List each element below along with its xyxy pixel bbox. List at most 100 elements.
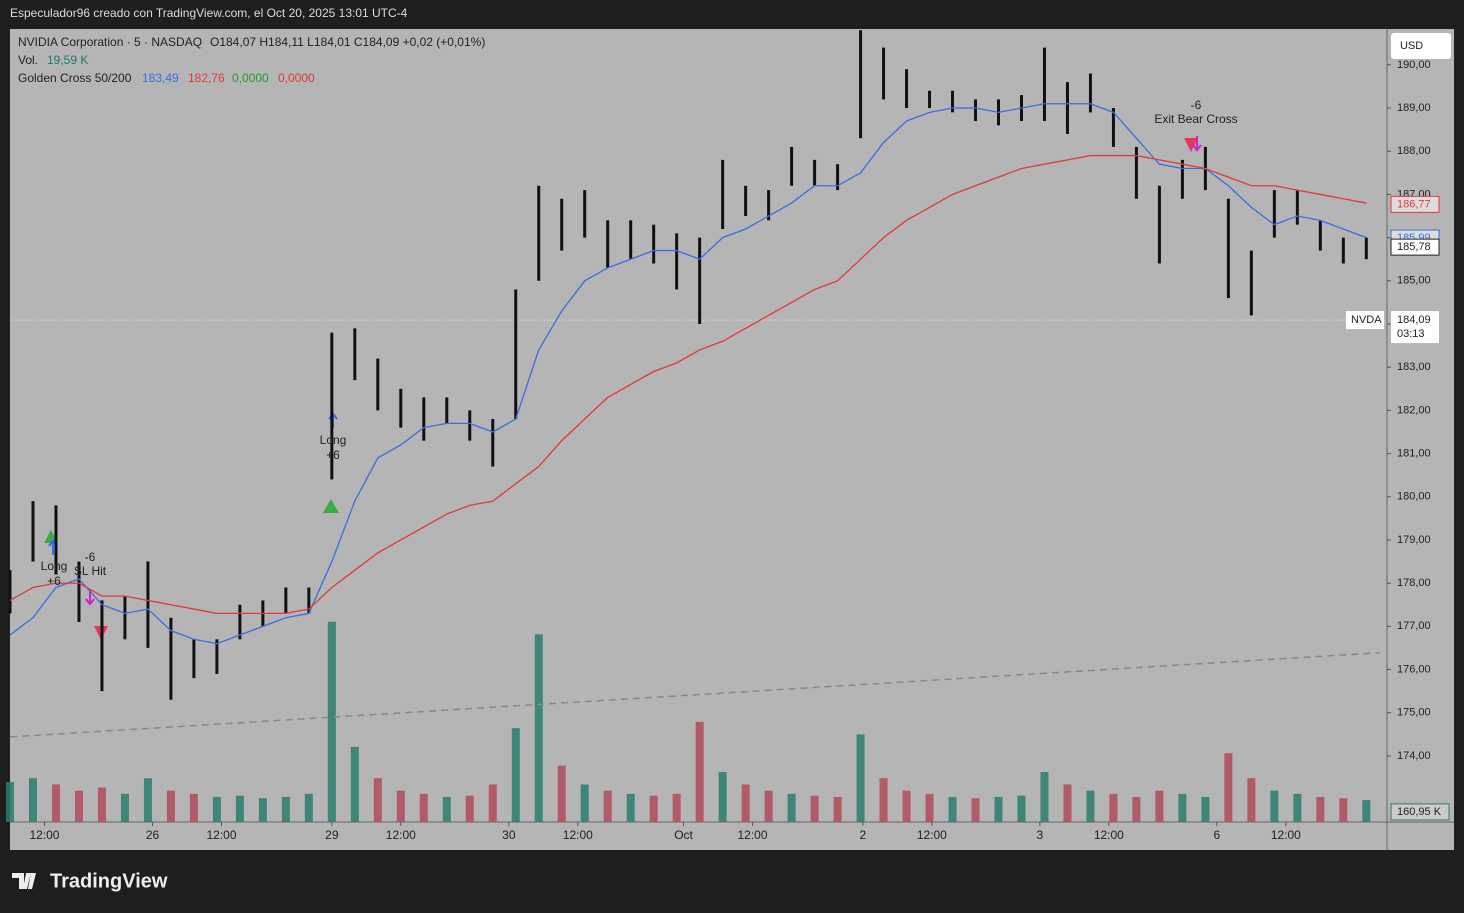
- indicator: Golden Cross 50/200: [18, 71, 132, 85]
- y-tick-label: 177,00: [1397, 620, 1431, 632]
- symbol: NVIDIA Corporation · 5 · NASDAQ: [18, 35, 202, 49]
- volume-bar: [396, 790, 405, 822]
- x-tick-label: 6: [1214, 828, 1221, 842]
- volume-bar: [373, 778, 382, 822]
- volume-bar: [511, 728, 520, 822]
- volume-bar: [419, 793, 428, 822]
- x-tick-label: 26: [146, 828, 160, 842]
- volume-bar: [143, 778, 152, 822]
- volume-bar: [626, 793, 635, 822]
- long-marker: [323, 499, 339, 513]
- countdown: 03:13: [1397, 328, 1425, 340]
- volume-bar: [281, 796, 290, 822]
- currency-button[interactable]: [1391, 33, 1451, 59]
- volume-bar: [948, 796, 957, 822]
- annotation: +6: [47, 574, 61, 588]
- short-marker: [1184, 138, 1198, 152]
- volume-bar: [1086, 790, 1095, 822]
- volume-bar: [1247, 778, 1256, 822]
- moving-average: [9, 103, 1367, 645]
- volume-bar: [810, 795, 819, 822]
- volume-bar: [1155, 790, 1164, 822]
- volume-bar: [465, 795, 474, 822]
- chart-area: [10, 29, 1454, 850]
- y-tick-label: 183,00: [1397, 361, 1431, 373]
- y-tick-label: 175,00: [1397, 707, 1431, 719]
- volume-bar: [603, 790, 612, 822]
- volume-bar: [51, 784, 60, 822]
- volume-bar: [1201, 796, 1210, 822]
- volume-bar: [97, 787, 106, 822]
- volume-bar: [488, 784, 497, 822]
- volume-bar: [764, 790, 773, 822]
- volume-bar: [672, 793, 681, 822]
- x-tick-label: 12:00: [917, 828, 947, 842]
- x-tick-label: 12:00: [206, 828, 236, 842]
- volume-bar: [235, 795, 244, 822]
- volume-bar: [189, 793, 198, 822]
- symbol-box: [1346, 311, 1384, 330]
- x-tick-label: 12:00: [29, 828, 59, 842]
- volume-bar: [580, 784, 589, 822]
- logo: TradingView: [50, 870, 168, 892]
- symbol-tag: NVDA: [1351, 314, 1382, 326]
- exit-arrow: [85, 590, 95, 606]
- y-tick-label: 189,00: [1397, 102, 1431, 114]
- logo-icon: [12, 873, 36, 889]
- volume-bar: [166, 790, 175, 822]
- volume-bar: [1040, 771, 1049, 822]
- annotation: +6: [326, 448, 340, 462]
- volume-bar: [833, 796, 842, 822]
- x-tick-label: 12:00: [563, 828, 593, 842]
- volume-bar: [695, 721, 704, 822]
- volume-bar: [258, 798, 267, 822]
- price-label-box: [1390, 238, 1440, 256]
- volume-bar: [994, 796, 1003, 822]
- annotation: SL Hit: [74, 564, 107, 578]
- ind-value: 182,76: [188, 71, 225, 85]
- volume-bar: [1339, 798, 1348, 822]
- volume-bar: [1270, 790, 1279, 822]
- volume-bar: [74, 790, 83, 822]
- y-tick-label: 180,00: [1397, 491, 1431, 503]
- volume-bar: [1178, 793, 1187, 822]
- x-tick-label: 12:00: [386, 828, 416, 842]
- y-tick-label: 188,00: [1397, 145, 1431, 157]
- y-tick-label: 179,00: [1397, 534, 1431, 546]
- volume-bar: [741, 784, 750, 822]
- annotation: Long: [320, 433, 347, 447]
- volume-bar: [787, 793, 796, 822]
- x-tick-label: 2: [860, 828, 867, 842]
- volume-bar: [120, 793, 129, 822]
- exit-arrow: [1192, 136, 1202, 152]
- price-label: 186,77: [1397, 198, 1431, 210]
- volume-bar: [649, 795, 658, 822]
- price-label-box: [1390, 195, 1440, 213]
- volume-bar: [557, 765, 566, 822]
- volume-bar: [971, 798, 980, 822]
- y-tick-label: 178,00: [1397, 577, 1431, 589]
- vol-label: Vol.: [18, 53, 38, 67]
- volume-bar: [6, 781, 14, 822]
- annotation: Exit Bear Cross: [1154, 112, 1237, 126]
- volume-bar: [534, 634, 543, 822]
- volume-bar: [1109, 793, 1118, 822]
- last-price-box: [1391, 311, 1439, 344]
- currency[interactable]: USD: [1400, 40, 1423, 52]
- x-tick-label: 30: [502, 828, 516, 842]
- volume-bar: [925, 793, 934, 822]
- volume-bar: [718, 771, 727, 822]
- x-tick-label: 29: [325, 828, 339, 842]
- x-tick-label: Oct: [674, 828, 693, 842]
- y-tick-label: 190,00: [1397, 59, 1431, 71]
- x-tick-label: 12:00: [1271, 828, 1301, 842]
- y-tick-label: 176,00: [1397, 663, 1431, 675]
- x-tick-label: 12:00: [738, 828, 768, 842]
- ind-value: 183,49: [142, 71, 179, 85]
- volume-bar: [879, 778, 888, 822]
- volume-bar: [1132, 796, 1141, 822]
- moving-average: [9, 154, 1367, 615]
- volume-bar: [350, 746, 359, 822]
